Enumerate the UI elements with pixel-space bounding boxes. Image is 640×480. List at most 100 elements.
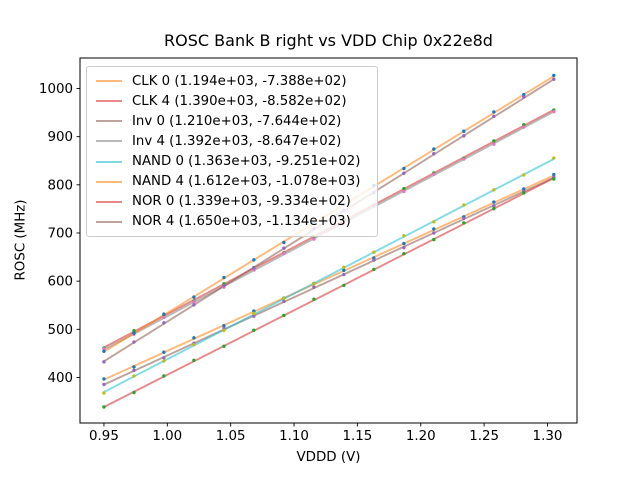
data-point-clk-0: [222, 324, 226, 328]
data-point-inv-4: [192, 300, 196, 304]
data-point-nor-0: [492, 206, 496, 211]
data-point-clk-0: [192, 336, 196, 340]
chart-title: ROSC Bank B right vs VDD Chip 0x22e8d: [164, 31, 493, 50]
legend-line-swatch: [96, 160, 122, 163]
data-point-nor-4: [192, 303, 196, 307]
x-tick-label: 1.20: [406, 429, 436, 444]
data-point-nor-0: [342, 283, 346, 288]
legend-label: NOR 4 (1.650e+03, -1.134e+03): [132, 214, 351, 230]
data-point-nor-0: [522, 191, 526, 195]
data-point-inv-0: [342, 272, 346, 277]
legend-label: NAND 4 (1.612e+03, -1.078e+03): [132, 174, 361, 190]
y-tick-label: 400: [47, 371, 73, 386]
legend-label: NOR 0 (1.339e+03, -9.334e+02): [132, 194, 351, 210]
fit-line-clk-0: [103, 174, 555, 381]
data-point-nor-0: [132, 390, 136, 395]
data-point-nand-0: [192, 343, 196, 347]
y-axis-label: ROSC (MHz): [13, 199, 29, 281]
data-point-nor-4: [462, 134, 466, 138]
data-point-inv-0: [162, 356, 166, 360]
y-tick-label: 800: [47, 178, 73, 193]
data-point-clk-0: [342, 268, 346, 273]
data-point-nand-0: [432, 220, 436, 224]
data-point-inv-0: [252, 314, 256, 318]
data-point-inv-0: [282, 299, 286, 304]
data-point-inv-0: [312, 285, 316, 289]
data-point-nor-4: [492, 114, 496, 119]
data-point-nor-0: [282, 313, 286, 318]
data-point-clk-0: [492, 200, 496, 204]
data-point-clk-4: [492, 139, 496, 143]
legend-label: NAND 0 (1.363e+03, -9.251e+02): [132, 154, 361, 170]
x-tick-label: 1.00: [152, 429, 182, 444]
data-point-clk-0: [102, 377, 106, 381]
legend-label: Inv 0 (1.210e+03, -7.644e+02): [132, 113, 342, 129]
y-tick-label: 1000: [39, 82, 73, 97]
x-axis-label: VDDD (V): [296, 450, 361, 465]
legend-line-swatch: [96, 180, 122, 183]
data-point-nor-4: [132, 340, 136, 344]
legend-line-swatch: [96, 200, 122, 203]
data-point-nand-0: [282, 296, 286, 301]
data-point-nor-4: [402, 171, 406, 175]
data-point-nand-4: [552, 73, 556, 78]
data-point-inv-0: [432, 231, 436, 235]
legend-line-swatch: [96, 140, 122, 143]
legend-item-nor-4: NOR 4 (1.650e+03, -1.134e+03): [93, 212, 371, 232]
y-tick-label: 900: [47, 130, 73, 145]
data-point-nor-4: [102, 360, 106, 364]
legend-item-inv-4: Inv 4 (1.392e+03, -8.647e+02): [93, 131, 371, 151]
x-tick-label: 1.05: [216, 429, 246, 444]
legend-item-nand-4: NAND 4 (1.612e+03, -1.078e+03): [93, 172, 371, 192]
x-tick-label: 1.10: [279, 429, 309, 444]
data-point-nor-0: [162, 374, 166, 378]
legend-item-nor-0: NOR 0 (1.339e+03, -9.334e+02): [93, 192, 371, 212]
data-point-nand-4: [132, 331, 136, 335]
legend: CLK 0 (1.194e+03, -7.388e+02) CLK 4 (1.39…: [86, 66, 378, 237]
data-point-clk-0: [402, 241, 406, 246]
data-point-inv-4: [522, 125, 526, 129]
data-point-clk-0: [552, 172, 556, 177]
x-tick-label: 1.15: [342, 429, 372, 444]
data-point-nor-4: [552, 77, 556, 81]
data-point-nand-0: [132, 374, 136, 378]
fit-line-nand-0: [103, 158, 555, 394]
data-point-nand-4: [492, 110, 496, 114]
data-point-clk-0: [132, 365, 136, 369]
data-point-inv-4: [402, 189, 406, 194]
data-point-nor-4: [252, 266, 256, 270]
legend-line-swatch: [96, 120, 122, 123]
y-tick-label: 600: [47, 275, 73, 290]
y-tick-label: 500: [47, 323, 73, 338]
data-point-nand-4: [252, 258, 256, 262]
data-point-nand-0: [312, 282, 316, 286]
data-point-nand-0: [102, 391, 106, 395]
data-point-nand-0: [552, 156, 556, 160]
legend-line-swatch: [96, 100, 122, 103]
data-point-nor-4: [162, 321, 166, 325]
x-tick-label: 0.95: [89, 429, 119, 444]
data-point-nor-0: [222, 344, 226, 348]
fit-line-inv-0: [103, 176, 555, 386]
data-point-clk-4: [402, 186, 406, 191]
data-point-nand-4: [162, 312, 166, 316]
data-point-nand-0: [222, 328, 226, 333]
data-point-nor-0: [252, 328, 256, 332]
data-point-nand-4: [282, 240, 286, 245]
fit-line-nor-0: [103, 177, 555, 408]
axes-spines: [79, 57, 578, 424]
legend-label: Inv 4 (1.392e+03, -8.647e+02): [132, 133, 342, 149]
data-point-nand-0: [462, 203, 466, 207]
data-point-nor-0: [102, 405, 106, 409]
y-tick-label: 700: [47, 226, 73, 241]
data-point-nand-4: [462, 129, 466, 133]
data-point-nor-4: [222, 283, 226, 288]
data-point-inv-0: [402, 245, 406, 250]
data-point-inv-0: [462, 216, 466, 221]
x-tick-label: 1.30: [533, 429, 563, 444]
data-point-inv-4: [312, 237, 316, 241]
data-point-nand-4: [402, 166, 406, 171]
data-point-nor-4: [432, 152, 436, 156]
legend-item-clk-4: CLK 4 (1.390e+03, -8.582e+02): [93, 91, 371, 111]
